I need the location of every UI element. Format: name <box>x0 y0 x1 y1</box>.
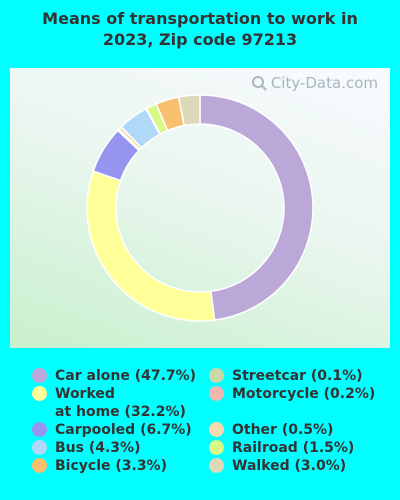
legend-label: Bicycle (3.3%) <box>55 458 167 474</box>
legend-item: Streetcar (0.1%) <box>209 367 363 385</box>
legend-label: Other (0.5%) <box>232 422 334 438</box>
legend-item: Carpooled (6.7%) <box>32 421 192 439</box>
chart-title: Means of transportation to work in 2023,… <box>0 8 400 50</box>
donut-slice-9 <box>177 94 201 127</box>
chart-title-line-1: Means of transportation to work in <box>42 9 358 28</box>
legend-item: Motorcycle (0.2%) <box>209 385 375 403</box>
legend-label: Streetcar (0.1%) <box>232 368 363 384</box>
legend-label: Worked at home (32.2%) <box>55 386 186 420</box>
legend-swatch <box>32 386 47 401</box>
donut-slice-0 <box>199 94 314 321</box>
legend-swatch <box>32 458 47 473</box>
donut-chart <box>86 94 314 322</box>
magnifier-icon <box>251 76 267 91</box>
legend-label: Motorcycle (0.2%) <box>232 386 376 402</box>
legend-swatch <box>209 386 224 401</box>
legend-label: Walked (3.0%) <box>232 458 347 474</box>
chart-title-line-2: 2023, Zip code 97213 <box>102 30 298 49</box>
legend-label: Railroad (1.5%) <box>232 440 355 456</box>
legend-item: Worked at home (32.2%) <box>32 385 186 421</box>
watermark: City-Data.com <box>251 74 378 92</box>
legend-label: Carpooled (6.7%) <box>55 422 192 438</box>
legend-swatch <box>209 368 224 383</box>
legend-item: Walked (3.0%) <box>209 457 346 475</box>
legend-swatch <box>209 440 224 455</box>
legend-item: Car alone (47.7%) <box>32 367 196 385</box>
legend-swatch <box>32 368 47 383</box>
legend-swatch <box>32 422 47 437</box>
legend-swatch <box>32 440 47 455</box>
donut-slice-1 <box>86 170 216 322</box>
legend-swatch <box>209 422 224 437</box>
legend-swatch <box>209 458 224 473</box>
legend-label: Car alone (47.7%) <box>55 368 197 384</box>
legend-item: Railroad (1.5%) <box>209 439 354 457</box>
legend-item: Other (0.5%) <box>209 421 333 439</box>
watermark-text: City-Data.com <box>270 74 378 92</box>
legend-label: Bus (4.3%) <box>55 440 141 456</box>
legend-item: Bicycle (3.3%) <box>32 457 167 475</box>
legend-item: Bus (4.3%) <box>32 439 140 457</box>
